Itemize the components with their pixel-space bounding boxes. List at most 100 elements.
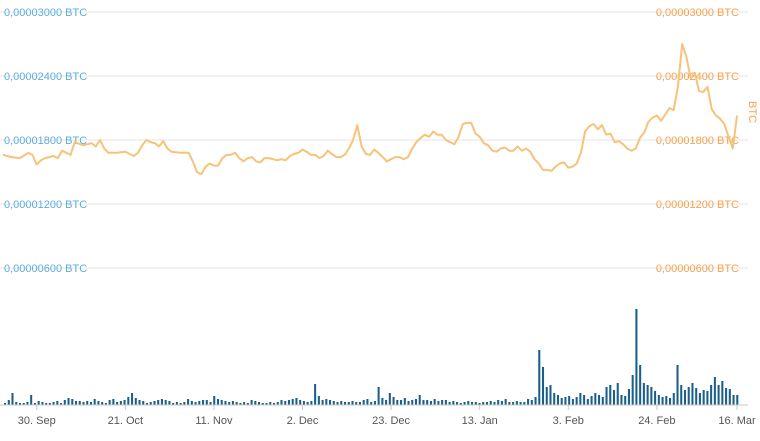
volume-bar [205, 400, 208, 405]
volume-bar [317, 396, 320, 405]
volume-bar [650, 387, 653, 405]
volume-bar [373, 401, 376, 405]
x-tick-label: 13. Jan [462, 415, 498, 427]
volume-bar [665, 396, 668, 405]
x-tick-label: 16. Mar [718, 415, 756, 427]
volume-bar [74, 401, 78, 405]
volume-bar [627, 389, 630, 405]
volume-bar [609, 385, 612, 405]
volume-bar [736, 395, 739, 405]
volume-bar [168, 401, 171, 405]
volume-bar [433, 399, 436, 405]
x-tick-label: 3. Feb [553, 415, 584, 427]
y-tick-left: 0,00000600 BTC [4, 263, 87, 275]
volume-bar [325, 399, 328, 405]
volume-bar [187, 399, 190, 405]
volume-bar [541, 367, 545, 405]
volume-bar [500, 401, 503, 405]
volume-bar [306, 402, 309, 405]
volume-bar [45, 403, 48, 405]
x-tick-label: 24. Feb [638, 415, 675, 427]
volume-bar [11, 393, 14, 405]
volume-bar [231, 401, 234, 405]
volume-bar [385, 400, 388, 405]
volume-bar [388, 393, 391, 405]
volume-bar [82, 402, 85, 405]
y-tick-left: 0,00002400 BTC [4, 71, 87, 83]
right-axis-title: BTC [746, 101, 758, 123]
volume-bar [725, 388, 728, 405]
volume-bar [654, 391, 657, 405]
volume-bar [721, 381, 724, 405]
volume-bar [213, 396, 216, 405]
volume-bar [164, 400, 167, 405]
volume-bar [295, 398, 298, 405]
volume-bar [112, 399, 115, 405]
volume-bar [564, 397, 567, 405]
volume-bar [687, 387, 690, 405]
y-tick-right: 0,00001800 BTC [656, 135, 739, 147]
volume-bar [291, 399, 294, 405]
volume-bar [30, 395, 33, 405]
volume-bar [261, 403, 264, 405]
volume-bar [362, 400, 365, 405]
volume-bar [243, 402, 246, 405]
volume-bar [485, 402, 488, 405]
volume-bar [149, 402, 152, 405]
volume-bar [56, 401, 59, 405]
volume-bar [489, 401, 492, 405]
volume-bar [131, 393, 134, 405]
volume-bar [515, 401, 518, 405]
y-tick-right: 0,00001200 BTC [656, 199, 739, 211]
volume-bar [127, 397, 130, 405]
volume-bar [280, 400, 283, 405]
volume-bar [545, 387, 548, 405]
volume-bar [698, 393, 701, 405]
volume-bar [560, 398, 563, 405]
volume-bar [142, 401, 145, 405]
volume-bar [343, 402, 347, 405]
volume-bar [672, 393, 675, 405]
volume-bar [504, 399, 507, 405]
volume-bar [478, 403, 481, 405]
volume-bar [18, 403, 21, 405]
y-tick-right: 0,00002400 BTC [656, 71, 739, 83]
y-tick-right: 0,00003000 BTC [656, 7, 739, 19]
volume-bar [78, 401, 81, 405]
volume-bar [250, 400, 253, 405]
y-axis-right-ticks: 0,00003000 BTC 0,00002400 BTC 0,00001800 B… [656, 7, 739, 275]
volume-bar [254, 401, 257, 405]
volume-bar [493, 402, 496, 405]
volume-bar [407, 401, 410, 405]
volume-bar [459, 403, 462, 405]
volume-bar [26, 402, 29, 405]
volume-bar [194, 402, 197, 405]
volume-bar [571, 399, 574, 405]
volume-bar [48, 403, 51, 405]
volume-bar [583, 395, 586, 405]
volume-bar [508, 402, 511, 405]
volume-bar [497, 400, 500, 405]
volume-bar [265, 403, 268, 405]
volume-bar [601, 397, 604, 405]
volume-bar [370, 402, 373, 405]
volume-bar [190, 401, 193, 405]
volume-bar [287, 400, 290, 405]
volume-bar [355, 402, 358, 405]
volume-bar [37, 401, 40, 405]
volume-bar [123, 400, 126, 405]
x-tick-label: 21. Oct [108, 415, 143, 427]
volume-bar [695, 388, 698, 405]
volume-bar [702, 390, 705, 405]
volume-bar [635, 309, 638, 405]
volume-bar [101, 402, 104, 405]
y-axis-left-ticks: 0,00003000 BTC 0,00002400 BTC 0,00001800 B… [4, 7, 87, 275]
volume-bar [157, 400, 160, 405]
volume-bar [519, 402, 522, 405]
volume-bar [67, 398, 70, 405]
volume-bar [228, 402, 231, 405]
volume-bar [329, 400, 332, 405]
volume-bar [422, 400, 425, 405]
volume-bar [60, 403, 63, 405]
